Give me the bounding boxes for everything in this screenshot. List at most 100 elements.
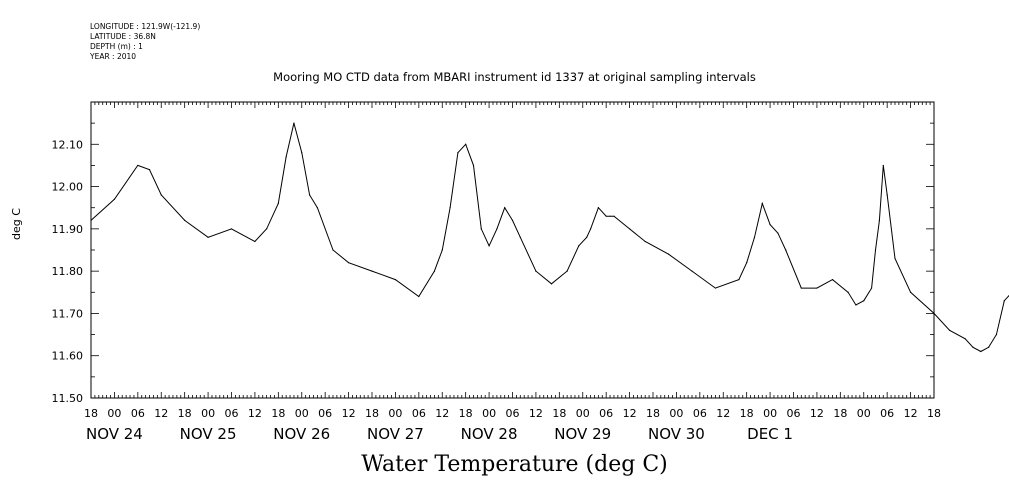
data-point	[589, 228, 592, 230]
data-point	[184, 219, 186, 221]
data-point	[293, 122, 295, 124]
y-tick-label: 11.80	[52, 265, 84, 278]
data-point	[316, 207, 318, 209]
data-point	[738, 279, 740, 281]
data-point	[254, 240, 256, 243]
x-tick-label: 12	[716, 407, 730, 420]
x-tick-label: 00	[388, 407, 402, 420]
year-text: YEAR : 2010	[90, 52, 137, 61]
x-tick-label: 12	[435, 407, 449, 420]
x-tick-label: 06	[880, 407, 894, 420]
data-point	[886, 194, 888, 196]
chart-title: Mooring MO CTD data from MBARI instrumen…	[273, 70, 756, 84]
data-point	[980, 350, 982, 353]
x-tick-label: 00	[669, 407, 683, 420]
data-point	[933, 312, 935, 315]
data-point	[511, 219, 514, 221]
data-point	[347, 262, 350, 264]
data-point	[605, 215, 607, 217]
data-point	[472, 164, 475, 167]
x-tick-label: 06	[131, 407, 145, 420]
data-point	[870, 287, 873, 289]
data-point	[894, 257, 896, 260]
data-point	[488, 245, 490, 247]
y-tick-label: 11.50	[52, 392, 84, 405]
x-tick-label: 00	[763, 407, 777, 420]
x-tick-label: 06	[412, 407, 426, 420]
data-point	[800, 287, 802, 289]
x-tick-label: 18	[740, 407, 754, 420]
metadata-block: LONGITUDE : 121.9W(-121.9) LATITUDE : 36…	[90, 22, 200, 62]
data-point	[855, 304, 857, 306]
data-point	[578, 245, 580, 247]
data-point	[504, 207, 506, 209]
x-axis-label: Water Temperature (deg C)	[361, 452, 668, 477]
x-tick-label: 06	[599, 407, 613, 420]
x-tick-label: 06	[506, 407, 520, 420]
data-point	[831, 279, 834, 281]
x-tick-label: 12	[529, 407, 543, 420]
data-point	[609, 215, 611, 217]
x-tick-label: 18	[833, 407, 847, 420]
x-day-label: NOV 25	[180, 425, 237, 443]
data-point	[394, 279, 397, 281]
data-point	[480, 228, 482, 230]
data-point	[863, 300, 865, 302]
x-day-label: NOV 26	[273, 425, 330, 443]
data-point	[785, 249, 787, 251]
data-point	[457, 152, 459, 154]
data-point	[628, 228, 631, 230]
data-point	[644, 240, 646, 243]
y-tick-label: 11.70	[52, 307, 84, 320]
data-point	[496, 228, 498, 230]
y-tick-label: 12.10	[52, 138, 84, 151]
data-point	[418, 295, 420, 298]
data-point	[277, 202, 279, 205]
data-point	[949, 329, 951, 331]
data-point	[753, 236, 756, 238]
x-tick-label: 06	[225, 407, 239, 420]
x-tick-label: 18	[178, 407, 192, 420]
x-tick-label: 18	[271, 407, 285, 420]
series-line	[90, 122, 1009, 353]
data-point	[691, 270, 693, 272]
x-tick-label: 12	[810, 407, 824, 420]
x-tick-label: 00	[107, 407, 121, 420]
data-point	[597, 207, 599, 209]
x-tick-label: 00	[295, 407, 309, 420]
data-point	[964, 338, 966, 340]
data-point	[301, 152, 303, 154]
depth-text: DEPTH (m) : 1	[90, 42, 143, 51]
x-tick-label: 12	[623, 407, 637, 420]
x-tick-label: 12	[904, 407, 918, 420]
x-day-label: NOV 28	[461, 425, 518, 443]
data-point	[714, 287, 717, 289]
data-point	[874, 249, 877, 251]
plot-frame	[90, 101, 935, 399]
y-tick-label: 11.60	[52, 350, 84, 363]
x-day-label: NOV 29	[554, 425, 611, 443]
data-point	[995, 333, 998, 336]
x-tick-label: 18	[927, 407, 941, 420]
data-point	[160, 194, 162, 196]
data-point	[586, 236, 588, 238]
x-tick-label: 18	[552, 407, 566, 420]
data-point	[535, 270, 537, 272]
data-point	[746, 262, 748, 264]
data-point	[266, 228, 268, 230]
data-point	[90, 219, 92, 221]
x-tick-label: 18	[459, 407, 473, 420]
data-point	[332, 249, 334, 251]
data-point	[816, 287, 818, 289]
data-point	[909, 291, 912, 293]
data-point	[566, 270, 568, 272]
x-day-label: DEC 1	[747, 425, 793, 443]
x-tick-label: 12	[154, 407, 168, 420]
x-day-label: NOV 24	[86, 425, 143, 443]
data-point	[308, 194, 311, 196]
data-point	[668, 253, 670, 255]
data-point	[769, 224, 771, 226]
data-point	[465, 143, 467, 145]
data-point	[777, 232, 779, 234]
data-point	[441, 249, 443, 251]
